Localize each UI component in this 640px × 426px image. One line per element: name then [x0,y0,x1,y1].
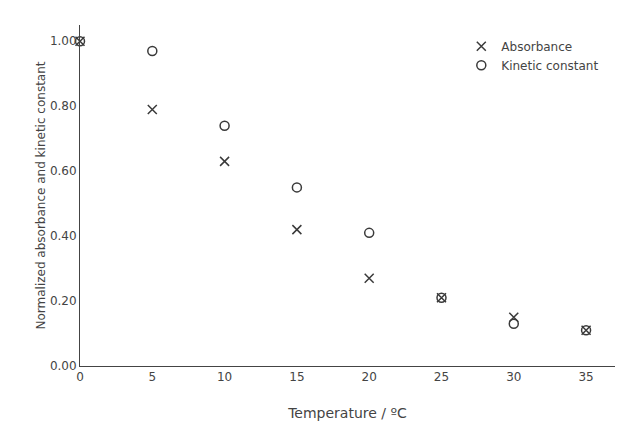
svg-text:5: 5 [148,370,156,384]
svg-text:0.40: 0.40 [50,229,77,243]
svg-text:1.00: 1.00 [50,34,77,48]
svg-text:0.00: 0.00 [50,359,77,373]
svg-text:30: 30 [506,370,521,384]
svg-text:0.20: 0.20 [50,294,77,308]
svg-text:Absorbance: Absorbance [501,40,572,54]
svg-text:0: 0 [76,370,84,384]
svg-text:Temperature / ºC: Temperature / ºC [287,405,407,421]
svg-text:35: 35 [578,370,593,384]
svg-text:0.80: 0.80 [50,99,77,113]
svg-text:Normalized absorbance and kine: Normalized absorbance and kinetic consta… [34,61,48,329]
svg-text:0.60: 0.60 [50,164,77,178]
svg-text:10: 10 [217,370,232,384]
svg-text:20: 20 [362,370,377,384]
svg-text:Kinetic constant: Kinetic constant [501,59,598,73]
svg-text:15: 15 [289,370,304,384]
svg-text:25: 25 [434,370,449,384]
